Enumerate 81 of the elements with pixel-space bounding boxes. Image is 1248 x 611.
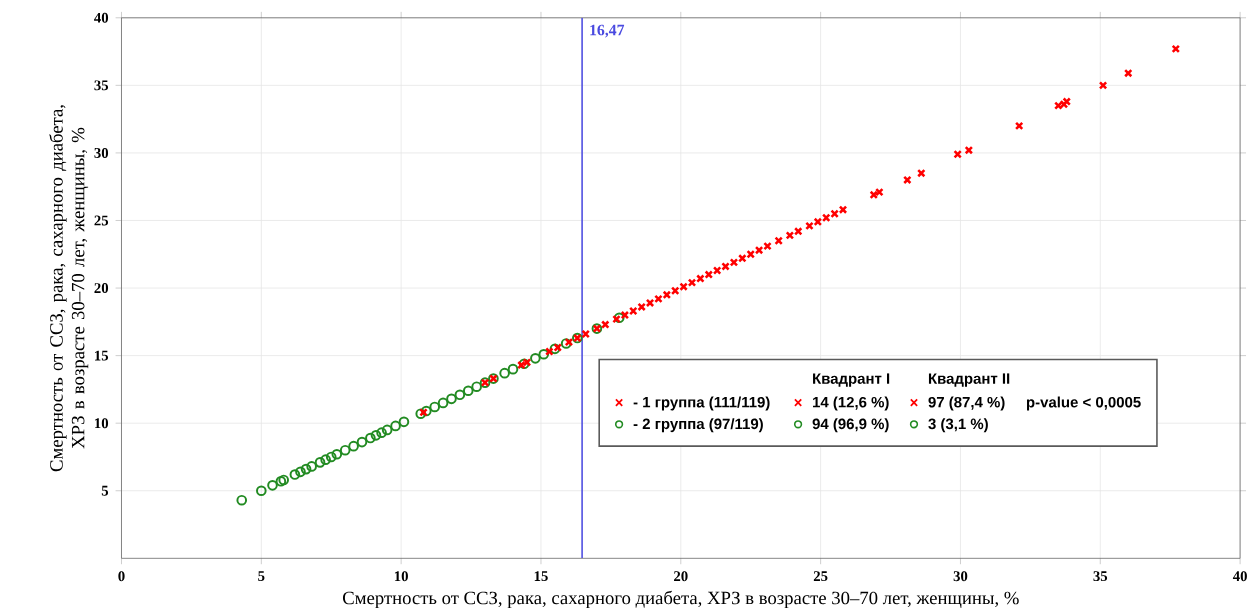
point <box>729 258 739 267</box>
point <box>331 449 343 460</box>
point <box>654 294 663 304</box>
annotation: 97 (87,4 %) <box>928 396 1005 411</box>
point <box>429 401 441 413</box>
y-tick-label: 5 <box>101 486 109 496</box>
point <box>553 343 563 352</box>
ref-line-label: 16,47 <box>590 24 625 38</box>
point <box>289 469 301 481</box>
x-tick-label: 20 <box>674 571 688 582</box>
legend-label: - 2 группа (97/119) <box>633 418 763 433</box>
point <box>712 266 722 275</box>
legend-label: - 1 группа (111/119) <box>633 396 770 411</box>
x-tick-label: 0 <box>118 571 125 582</box>
x-tick-label: 40 <box>1232 571 1247 582</box>
point <box>320 454 331 466</box>
point <box>300 463 312 475</box>
point <box>365 432 376 444</box>
point <box>507 363 519 375</box>
annotation: Квадрант I <box>813 373 890 387</box>
point <box>549 343 561 355</box>
x-tick-label: 30 <box>953 571 968 582</box>
y-tick-label: 25 <box>94 215 109 226</box>
point <box>446 393 457 405</box>
point <box>370 430 382 441</box>
point <box>613 312 625 324</box>
point <box>339 445 351 456</box>
y-tick-label: 40 <box>94 12 109 23</box>
point <box>538 349 550 360</box>
point <box>471 381 482 393</box>
point <box>314 457 326 468</box>
point <box>560 338 572 349</box>
point <box>612 314 621 324</box>
x-tick-label: 25 <box>813 571 828 582</box>
point <box>518 358 530 370</box>
point <box>763 241 772 251</box>
point <box>437 397 449 409</box>
point <box>628 306 638 316</box>
annotation: 14 (12,6 %) <box>813 396 889 411</box>
y-tick-label: 15 <box>95 350 109 361</box>
point <box>704 270 714 280</box>
point <box>454 389 466 401</box>
x-tick-label: 35 <box>1093 571 1108 582</box>
y-tick-label: 30 <box>94 148 109 159</box>
point <box>236 495 248 506</box>
point <box>348 440 359 452</box>
point <box>530 353 541 364</box>
point <box>415 408 427 420</box>
point <box>805 221 814 231</box>
point <box>902 175 912 185</box>
point <box>306 461 317 472</box>
y-tick-label: 10 <box>95 418 109 429</box>
annotation: p-value < 0,0005 <box>1026 396 1141 411</box>
point <box>785 231 795 240</box>
point <box>398 416 410 428</box>
annotation: 94 (96,9 %) <box>812 418 889 433</box>
y-tick-label: 20 <box>94 283 109 294</box>
x-tick-label: 15 <box>534 571 548 582</box>
point <box>581 329 591 339</box>
point <box>838 205 848 215</box>
point <box>1098 81 1108 90</box>
y-tick-label: 35 <box>94 80 109 91</box>
point <box>267 480 278 491</box>
point <box>295 466 306 478</box>
point <box>420 405 432 417</box>
annotation: Квадрант II <box>928 373 1010 387</box>
annotation: 3 (3,1 %) <box>928 418 988 433</box>
point <box>376 427 387 439</box>
point <box>325 451 337 463</box>
point <box>381 424 393 436</box>
point <box>256 485 267 497</box>
x-tick-label: 10 <box>394 571 408 582</box>
x-axis-title: Смертность от ССЗ, рака, сахарного диабета, ХРЗ в возрасте 30–70 лет, женщины, % <box>342 590 1019 609</box>
point <box>356 436 368 448</box>
point <box>637 302 646 312</box>
point <box>687 278 697 288</box>
x-tick-label: 5 <box>258 571 265 582</box>
point <box>390 420 401 432</box>
y-axis-title: Смертность от ССЗ, рака, сахарного диабета, ХРЗ в возрасте 30–70 лет, женщины, % <box>49 105 89 472</box>
point <box>462 385 474 397</box>
point <box>499 368 510 379</box>
